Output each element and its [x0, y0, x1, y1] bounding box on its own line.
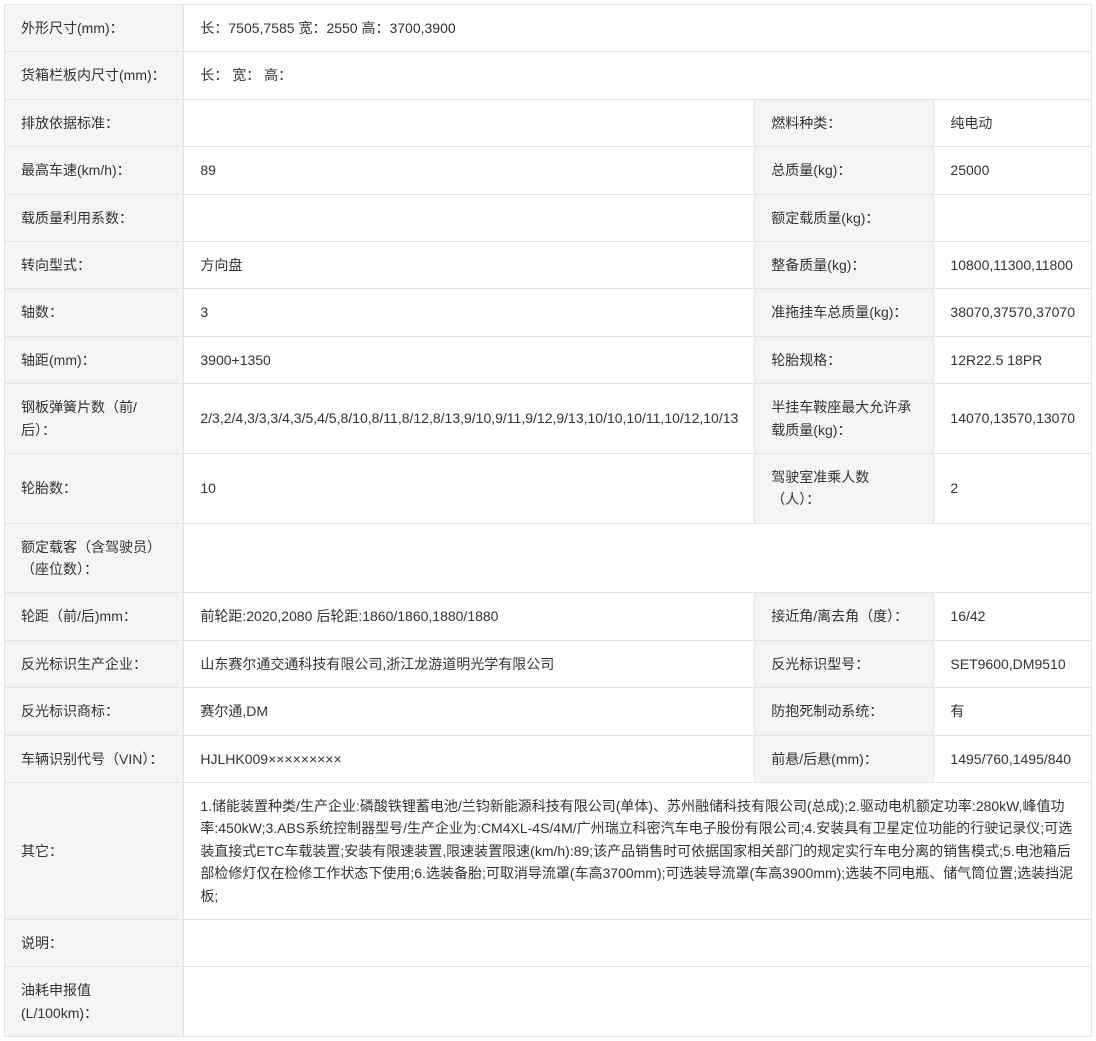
table-row: 其它： 1.储能装置种类/生产企业:磷酸铁锂蓄电池/兰钧新能源科技有限公司(单体…	[5, 783, 1092, 920]
table-row: 油耗申报值(L/100km)：	[5, 967, 1092, 1037]
wheelbase-value: 3900+1350	[184, 336, 755, 383]
tire-count-value: 10	[184, 453, 755, 523]
tire-spec-label: 轮胎规格：	[755, 336, 934, 383]
fuel-consumption-label: 油耗申报值(L/100km)：	[5, 967, 184, 1037]
table-row: 轮胎数： 10 驾驶室准乘人数（人）： 2	[5, 453, 1092, 523]
other-value: 1.储能装置种类/生产企业:磷酸铁锂蓄电池/兰钧新能源科技有限公司(单体)、苏州…	[184, 783, 1092, 920]
saddle-load-label: 半挂车鞍座最大允许承载质量(kg)：	[755, 384, 934, 454]
tire-count-label: 轮胎数：	[5, 453, 184, 523]
table-row: 反光标识商标： 赛尔通,DM 防抱死制动系统： 有	[5, 688, 1092, 735]
table-row: 轴数： 3 准拖挂车总质量(kg)： 38070,37570,37070	[5, 289, 1092, 336]
fuel-consumption-value	[184, 967, 1092, 1037]
abs-label: 防抱死制动系统：	[755, 688, 934, 735]
cab-capacity-label: 驾驶室准乘人数（人）：	[755, 453, 934, 523]
emission-value	[184, 99, 755, 146]
max-speed-value: 89	[184, 147, 755, 194]
axle-count-value: 3	[184, 289, 755, 336]
table-row: 外形尺寸(mm)： 长：7505,7585 宽：2550 高：3700,3900	[5, 5, 1092, 52]
table-row: 载质量利用系数： 额定载质量(kg)：	[5, 194, 1092, 241]
other-label: 其它：	[5, 783, 184, 920]
table-row: 转向型式： 方向盘 整备质量(kg)： 10800,11300,11800	[5, 241, 1092, 288]
cargo-box-label: 货箱栏板内尺寸(mm)：	[5, 52, 184, 99]
reflector-model-value: SET9600,DM9510	[934, 640, 1092, 687]
leaf-spring-label: 钢板弹簧片数（前/后）：	[5, 384, 184, 454]
approach-angle-value: 16/42	[934, 593, 1092, 640]
table-row: 说明：	[5, 919, 1092, 966]
leaf-spring-value: 2/3,2/4,3/3,3/4,3/5,4/5,8/10,8/11,8/12,8…	[184, 384, 755, 454]
trailer-weight-value: 38070,37570,37070	[934, 289, 1092, 336]
table-row: 货箱栏板内尺寸(mm)： 长： 宽： 高：	[5, 52, 1092, 99]
tire-spec-value: 12R22.5 18PR	[934, 336, 1092, 383]
passenger-capacity-label: 额定载客（含驾驶员）（座位数）：	[5, 523, 184, 593]
reflector-mfr-label: 反光标识生产企业：	[5, 640, 184, 687]
table-row: 轮距（前/后)mm： 前轮距:2020,2080 后轮距:1860/1860,1…	[5, 593, 1092, 640]
dimensions-label: 外形尺寸(mm)：	[5, 5, 184, 52]
gross-weight-value: 25000	[934, 147, 1092, 194]
rated-load-value	[934, 194, 1092, 241]
emission-label: 排放依据标准：	[5, 99, 184, 146]
dimensions-value: 长：7505,7585 宽：2550 高：3700,3900	[184, 5, 1092, 52]
table-row: 最高车速(km/h)： 89 总质量(kg)： 25000	[5, 147, 1092, 194]
remarks-label: 说明：	[5, 919, 184, 966]
approach-angle-label: 接近角/离去角（度）：	[755, 593, 934, 640]
table-row: 反光标识生产企业： 山东赛尔通交通科技有限公司,浙江龙游道明光学有限公司 反光标…	[5, 640, 1092, 687]
abs-value: 有	[934, 688, 1092, 735]
fuel-type-value: 纯电动	[934, 99, 1092, 146]
curb-weight-value: 10800,11300,11800	[934, 241, 1092, 288]
load-util-label: 载质量利用系数：	[5, 194, 184, 241]
passenger-capacity-value	[184, 523, 1092, 593]
reflector-mfr-value: 山东赛尔通交通科技有限公司,浙江龙游道明光学有限公司	[184, 640, 755, 687]
trailer-weight-label: 准拖挂车总质量(kg)：	[755, 289, 934, 336]
table-row: 额定载客（含驾驶员）（座位数）：	[5, 523, 1092, 593]
track-width-value: 前轮距:2020,2080 后轮距:1860/1860,1880/1880	[184, 593, 755, 640]
table-row: 排放依据标准： 燃料种类： 纯电动	[5, 99, 1092, 146]
table-row: 钢板弹簧片数（前/后）： 2/3,2/4,3/3,3/4,3/5,4/5,8/1…	[5, 384, 1092, 454]
axle-count-label: 轴数：	[5, 289, 184, 336]
max-speed-label: 最高车速(km/h)：	[5, 147, 184, 194]
steering-label: 转向型式：	[5, 241, 184, 288]
remarks-value	[184, 919, 1092, 966]
gross-weight-label: 总质量(kg)：	[755, 147, 934, 194]
reflector-model-label: 反光标识型号：	[755, 640, 934, 687]
vin-label: 车辆识别代号（VIN）：	[5, 735, 184, 782]
table-row: 车辆识别代号（VIN）： HJLHK009××××××××× 前悬/后悬(mm)…	[5, 735, 1092, 782]
vin-value: HJLHK009×××××××××	[184, 735, 755, 782]
rated-load-label: 额定载质量(kg)：	[755, 194, 934, 241]
reflector-brand-label: 反光标识商标：	[5, 688, 184, 735]
saddle-load-value: 14070,13570,13070	[934, 384, 1092, 454]
overhang-label: 前悬/后悬(mm)：	[755, 735, 934, 782]
cargo-box-value: 长： 宽： 高：	[184, 52, 1092, 99]
steering-value: 方向盘	[184, 241, 755, 288]
track-width-label: 轮距（前/后)mm：	[5, 593, 184, 640]
table-row: 轴距(mm)： 3900+1350 轮胎规格： 12R22.5 18PR	[5, 336, 1092, 383]
load-util-value	[184, 194, 755, 241]
reflector-brand-value: 赛尔通,DM	[184, 688, 755, 735]
wheelbase-label: 轴距(mm)：	[5, 336, 184, 383]
overhang-value: 1495/760,1495/840	[934, 735, 1092, 782]
curb-weight-label: 整备质量(kg)：	[755, 241, 934, 288]
fuel-type-label: 燃料种类：	[755, 99, 934, 146]
vehicle-spec-table: 外形尺寸(mm)： 长：7505,7585 宽：2550 高：3700,3900…	[4, 4, 1092, 1037]
cab-capacity-value: 2	[934, 453, 1092, 523]
